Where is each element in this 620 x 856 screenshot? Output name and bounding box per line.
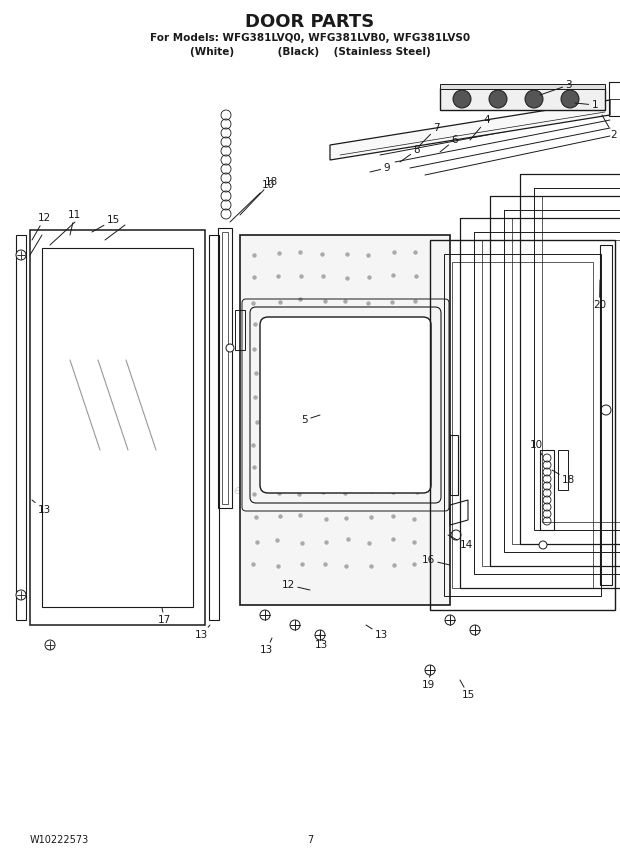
Bar — [490, 196, 620, 566]
Circle shape — [45, 640, 55, 650]
Text: 20: 20 — [593, 280, 606, 310]
Circle shape — [290, 620, 300, 630]
Bar — [452, 262, 593, 588]
Circle shape — [539, 541, 547, 549]
Bar — [609, 82, 620, 116]
Bar — [240, 235, 450, 605]
Bar — [16, 235, 26, 620]
Text: 16: 16 — [422, 555, 450, 565]
Text: 4: 4 — [470, 115, 490, 140]
Circle shape — [470, 625, 480, 635]
Bar — [440, 88, 605, 110]
Bar — [42, 248, 193, 607]
Text: 14: 14 — [448, 535, 473, 550]
Text: 7: 7 — [420, 123, 440, 145]
Circle shape — [453, 90, 471, 108]
Bar — [512, 218, 620, 544]
Text: 3: 3 — [540, 80, 572, 95]
Bar — [504, 210, 620, 552]
Polygon shape — [330, 100, 610, 160]
Bar — [440, 84, 605, 89]
Bar — [540, 450, 554, 530]
Bar — [600, 245, 612, 585]
Text: 15: 15 — [92, 215, 120, 232]
Text: 12: 12 — [281, 580, 310, 590]
Circle shape — [489, 90, 507, 108]
Text: 18: 18 — [552, 470, 575, 485]
Text: 12: 12 — [32, 213, 51, 240]
Text: 19: 19 — [422, 675, 435, 690]
Text: 13: 13 — [366, 625, 388, 640]
Text: (White)            (Black)    (Stainless Steel): (White) (Black) (Stainless Steel) — [190, 47, 430, 57]
Text: 11: 11 — [68, 210, 81, 235]
Text: 13: 13 — [315, 634, 328, 650]
Text: 17: 17 — [158, 608, 171, 625]
Text: 18: 18 — [240, 177, 278, 215]
Circle shape — [226, 344, 234, 352]
Bar — [218, 228, 232, 508]
Text: eReplacementParts.com: eReplacementParts.com — [234, 484, 386, 496]
Text: For Models: WFG381LVQ0, WFG381LVB0, WFG381LVS0: For Models: WFG381LVQ0, WFG381LVB0, WFG3… — [150, 33, 470, 43]
Bar — [209, 235, 219, 620]
Text: 7: 7 — [307, 835, 313, 845]
Text: 15: 15 — [460, 680, 475, 700]
Bar — [430, 240, 615, 610]
Circle shape — [260, 610, 270, 620]
Circle shape — [16, 250, 26, 260]
Text: 8: 8 — [400, 145, 420, 162]
Text: 5: 5 — [301, 415, 320, 425]
Text: 6: 6 — [440, 135, 458, 152]
Bar — [444, 254, 601, 596]
Bar — [450, 435, 458, 495]
Text: W10222573: W10222573 — [30, 835, 89, 845]
Bar — [534, 188, 620, 530]
Circle shape — [451, 530, 461, 540]
Text: 10: 10 — [530, 440, 543, 455]
Text: DOOR PARTS: DOOR PARTS — [246, 13, 374, 31]
Bar — [235, 310, 245, 350]
Text: 10: 10 — [230, 180, 275, 222]
Circle shape — [16, 590, 26, 600]
Bar — [474, 232, 620, 574]
Text: 13: 13 — [260, 638, 273, 655]
Circle shape — [445, 615, 455, 625]
Bar — [482, 240, 620, 566]
Text: 9: 9 — [370, 163, 390, 173]
Bar — [558, 450, 568, 490]
Text: 13: 13 — [32, 500, 51, 515]
Circle shape — [525, 90, 543, 108]
Bar — [222, 232, 228, 504]
FancyBboxPatch shape — [260, 317, 431, 493]
Text: 2: 2 — [602, 115, 617, 140]
Bar — [520, 174, 620, 544]
Text: 1: 1 — [575, 100, 598, 110]
Circle shape — [425, 665, 435, 675]
Circle shape — [601, 405, 611, 415]
Text: 13: 13 — [195, 625, 210, 640]
Bar — [460, 218, 620, 588]
Circle shape — [561, 90, 579, 108]
Circle shape — [315, 630, 325, 640]
Bar — [30, 230, 205, 625]
Bar — [542, 196, 620, 522]
